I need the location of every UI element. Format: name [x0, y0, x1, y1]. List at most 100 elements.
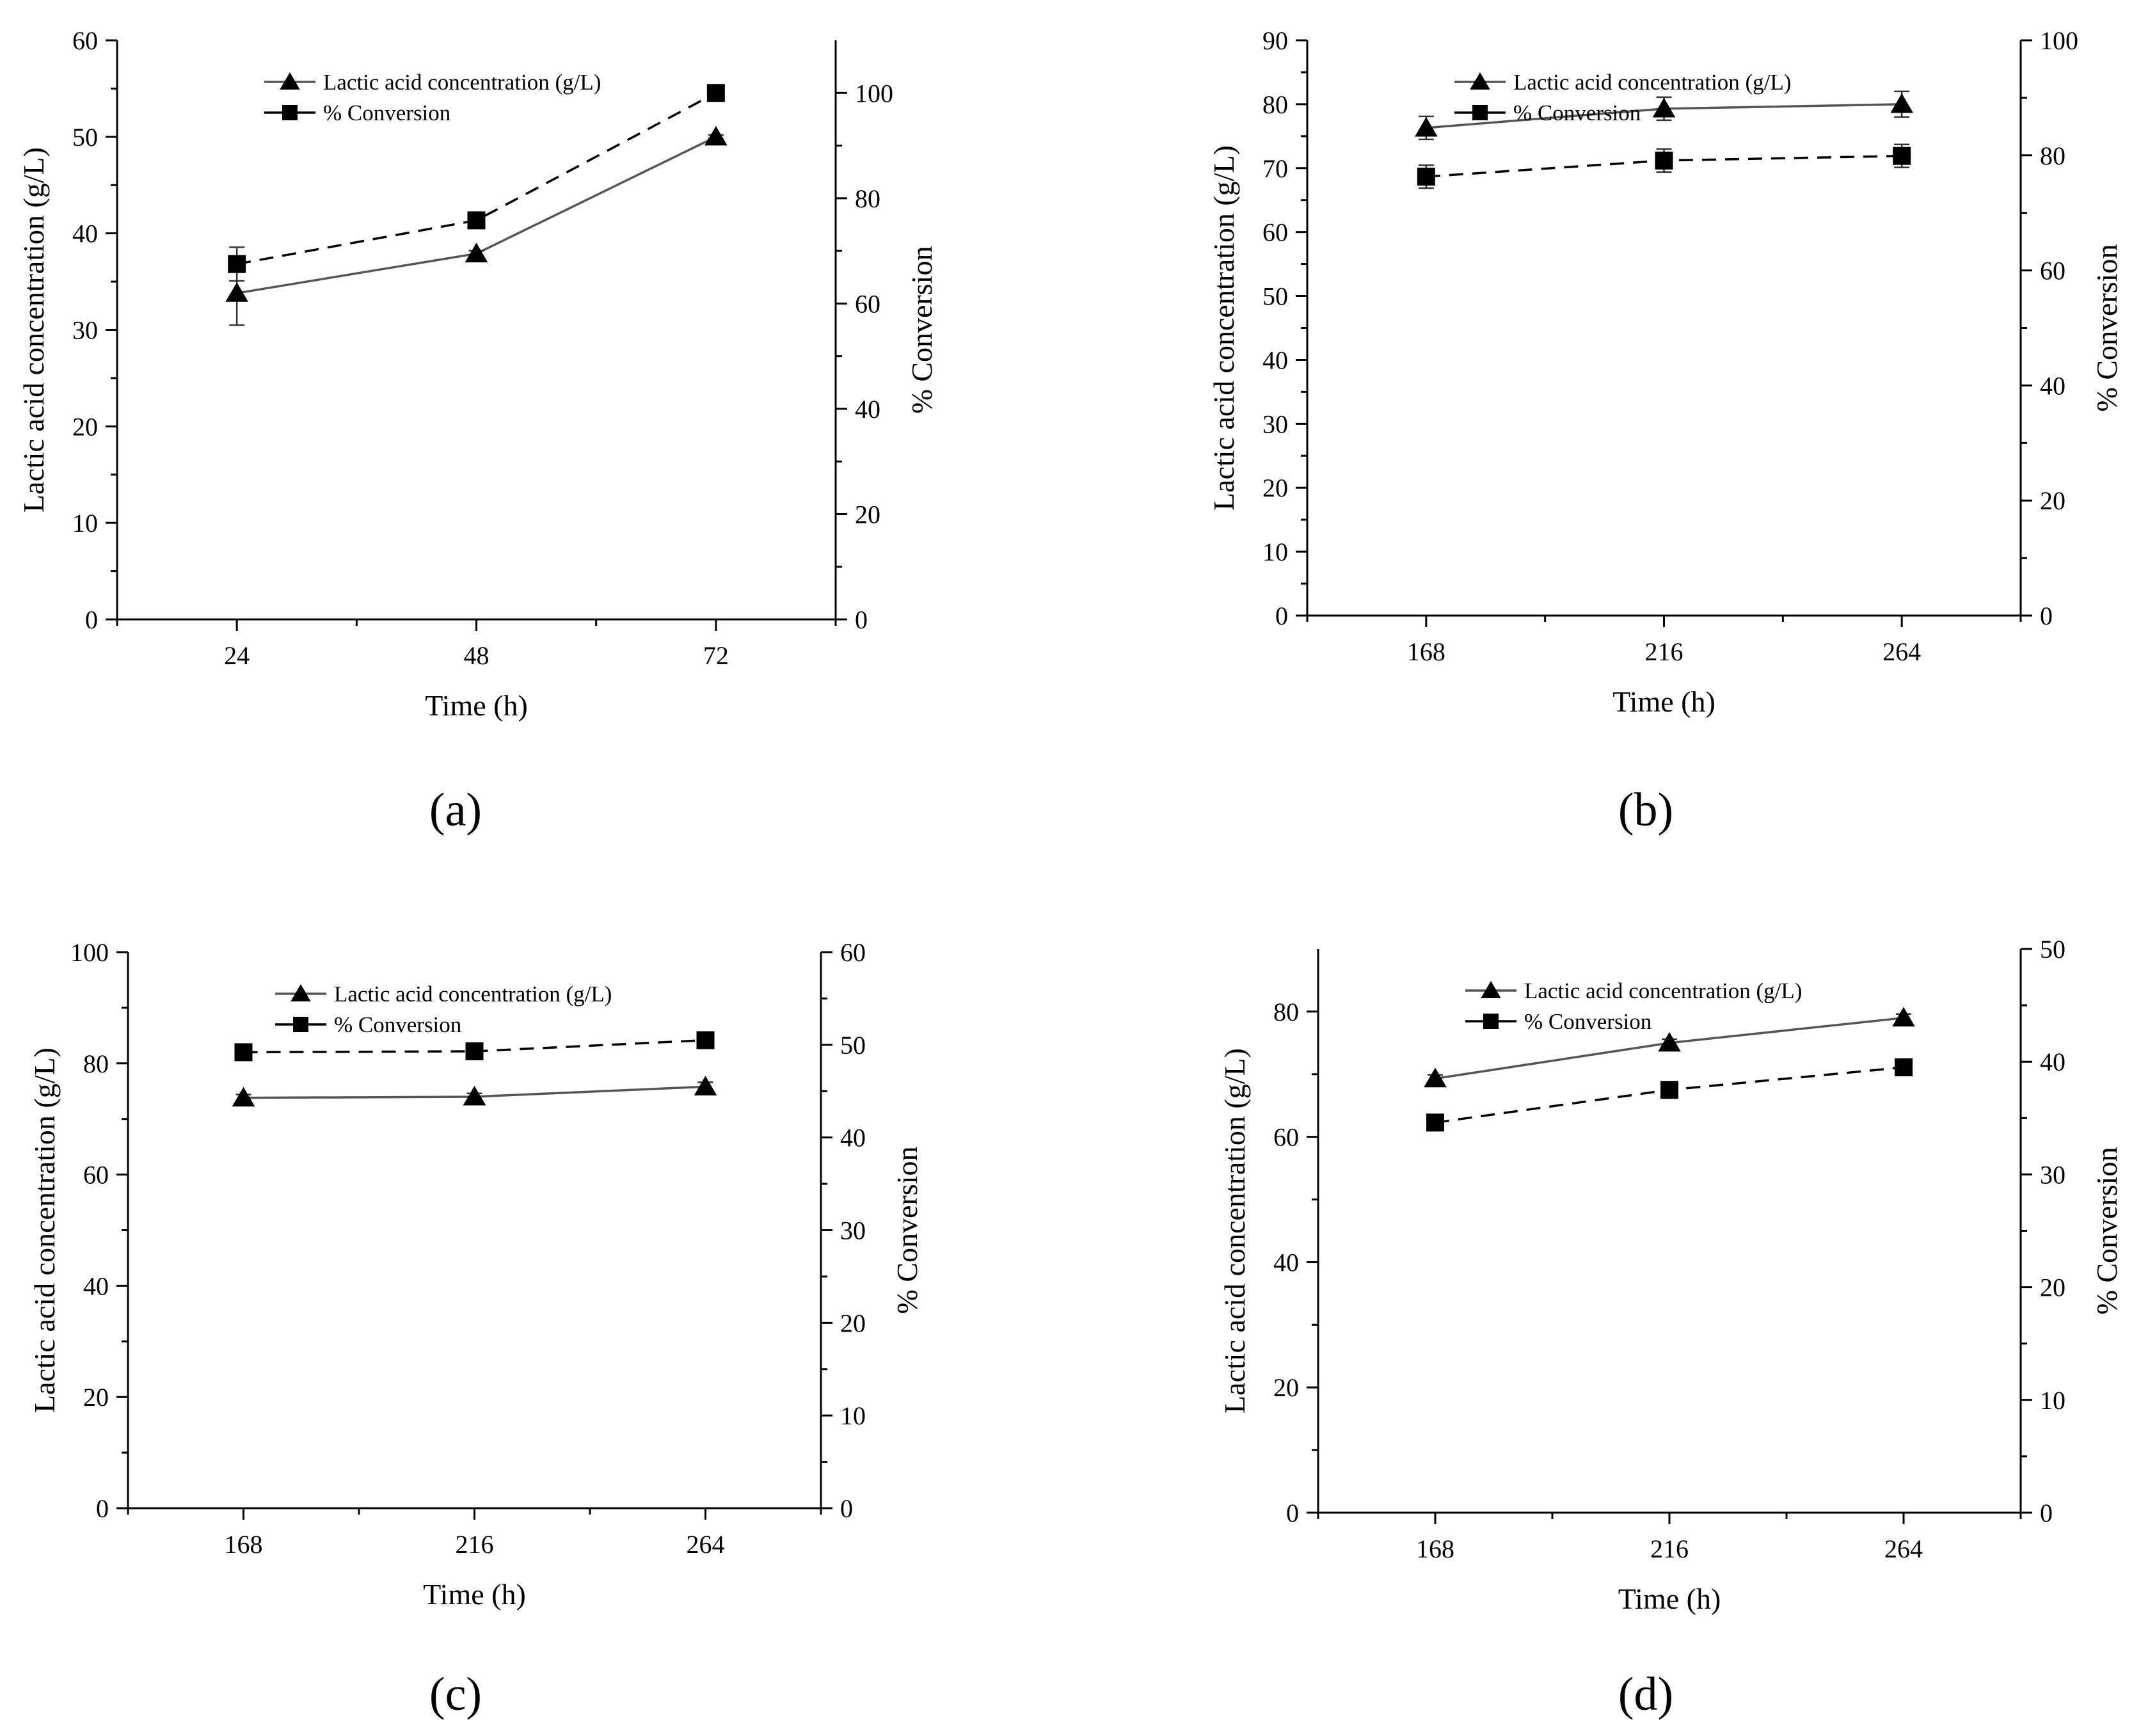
y2-tick-label: 60	[2040, 257, 2065, 285]
conversion-point	[1417, 168, 1435, 186]
conversion-point	[465, 1042, 484, 1060]
x-tick-label: 24	[224, 641, 250, 670]
y-tick-label: 50	[1262, 282, 1288, 311]
x-tick-label: 216	[1650, 1534, 1689, 1563]
lactic-acid-point	[1890, 93, 1914, 113]
y-axis-title: Lactic acid concentration (g/L)	[28, 1047, 61, 1413]
y-tick-label: 20	[72, 412, 98, 441]
y-tick-label: 80	[83, 1049, 109, 1078]
lactic-acid-point	[704, 125, 728, 146]
y-tick-label: 70	[1262, 154, 1288, 183]
lactic-acid-point	[232, 1087, 255, 1107]
lactic-acid-point	[1652, 97, 1676, 118]
y-axis-title: Lactic acid concentration (g/L)	[1218, 1048, 1251, 1413]
y-tick-label: 0	[96, 1494, 109, 1523]
y2-axis-title: % Conversion	[891, 1147, 923, 1314]
legend-label: % Conversion	[323, 100, 450, 125]
y-tick-label: 50	[72, 123, 98, 152]
y-tick-label: 0	[1275, 601, 1288, 630]
lactic-acid-point	[1414, 116, 1438, 137]
lactic-acid-point	[1892, 1007, 1915, 1027]
y-tick-label: 40	[1273, 1248, 1299, 1277]
legend-square-marker	[1472, 105, 1488, 120]
y-tick-label: 90	[1262, 26, 1288, 55]
y-tick-label: 60	[83, 1161, 109, 1190]
y-tick-label: 100	[70, 938, 109, 967]
y-tick-label: 60	[1273, 1123, 1299, 1152]
conversion-point	[1895, 1058, 1913, 1077]
x-tick-label: 72	[703, 641, 729, 670]
y2-tick-label: 50	[2040, 935, 2065, 964]
legend-label: Lactic acid concentration (g/L)	[1513, 70, 1791, 95]
y2-axis-title: % Conversion	[2090, 1147, 2123, 1315]
y-tick-label: 80	[1273, 998, 1299, 1026]
panel-a: (a) 0 10 20 30 40 50 60 0 20 40 60 80 100 24 48 72 Time …	[17, 26, 938, 836]
conversion-point	[706, 84, 725, 102]
legend-triangle-marker	[291, 984, 311, 1001]
y2-tick-label: 40	[2040, 1047, 2065, 1076]
y-axis-title: Lactic acid concentration (g/L)	[1207, 145, 1240, 511]
y2-tick-label: 80	[2040, 141, 2065, 170]
y2-tick-label: 20	[840, 1309, 866, 1337]
lactic-acid-point	[225, 282, 249, 302]
y-tick-label: 80	[1262, 90, 1288, 119]
x-tick-label: 264	[1884, 1534, 1923, 1563]
panel-c: (c) 0 20 40 60 80 100 0 10 20 30 40 50 60 168 216 264 Ti…	[28, 938, 923, 1721]
y2-tick-label: 0	[2040, 601, 2053, 630]
conversion-point	[228, 255, 246, 273]
y2-tick-label: 30	[2040, 1160, 2065, 1189]
legend-square-marker	[1483, 1014, 1499, 1029]
panel-label: (a)	[429, 784, 482, 836]
y-tick-label: 20	[1262, 474, 1288, 502]
y-tick-label: 40	[83, 1271, 109, 1300]
y2-tick-label: 10	[2040, 1386, 2065, 1415]
y-tick-label: 20	[83, 1383, 109, 1412]
x-axis-title: Time (h)	[1618, 1582, 1721, 1615]
y2-tick-label: 20	[2040, 1273, 2065, 1302]
y2-axis-title: % Conversion	[2090, 244, 2123, 412]
y-tick-label: 30	[72, 316, 98, 345]
panel-label: (c)	[429, 1668, 482, 1721]
legend-triangle-marker	[1481, 981, 1501, 998]
y-tick-label: 60	[72, 26, 98, 55]
x-tick-label: 216	[456, 1530, 494, 1559]
panel-d: (d) 0 20 40 60 80 0 10 20 30 40 50 168 216 264 Time (h…	[1218, 935, 2123, 1721]
legend-label: % Conversion	[1524, 1009, 1652, 1034]
legend-label: % Conversion	[1513, 100, 1641, 125]
y-tick-label: 0	[1286, 1499, 1299, 1527]
x-tick-label: 168	[225, 1530, 263, 1559]
y2-tick-label: 10	[840, 1401, 866, 1430]
panel-label: (d)	[1618, 1668, 1673, 1721]
conversion-point	[1426, 1113, 1444, 1132]
lactic-acid-point	[694, 1076, 717, 1095]
y-tick-label: 20	[1273, 1373, 1299, 1402]
y2-tick-label: 100	[2040, 26, 2078, 55]
y2-tick-label: 20	[2040, 486, 2065, 515]
x-axis-title: Time (h)	[425, 689, 528, 722]
lactic-acid-point	[1658, 1031, 1681, 1052]
y2-tick-label: 60	[840, 938, 866, 967]
y2-tick-label: 30	[840, 1216, 866, 1245]
legend-square-marker	[282, 105, 298, 120]
legend-square-marker	[293, 1017, 308, 1032]
legend-label: % Conversion	[334, 1012, 461, 1037]
y-tick-label: 60	[1262, 218, 1288, 247]
conversion-point	[696, 1031, 715, 1049]
legend-label: Lactic acid concentration (g/L)	[1524, 978, 1802, 1003]
y-tick-label: 10	[1262, 538, 1288, 566]
y2-axis-title: % Conversion	[905, 246, 938, 414]
y2-tick-label: 40	[2040, 371, 2065, 400]
legend-triangle-marker	[1470, 72, 1490, 90]
x-axis-title: Time (h)	[423, 1578, 526, 1611]
lactic-acid-point	[465, 243, 488, 262]
y2-tick-label: 60	[855, 289, 880, 318]
lactic-acid-point	[1424, 1067, 1447, 1088]
y-axis-title: Lactic acid concentration (g/L)	[17, 147, 50, 513]
x-tick-label: 48	[464, 641, 489, 670]
y2-tick-label: 0	[2040, 1499, 2053, 1527]
legend-triangle-marker	[280, 72, 300, 90]
conversion-point	[1893, 147, 1911, 165]
y-tick-label: 40	[72, 219, 98, 248]
